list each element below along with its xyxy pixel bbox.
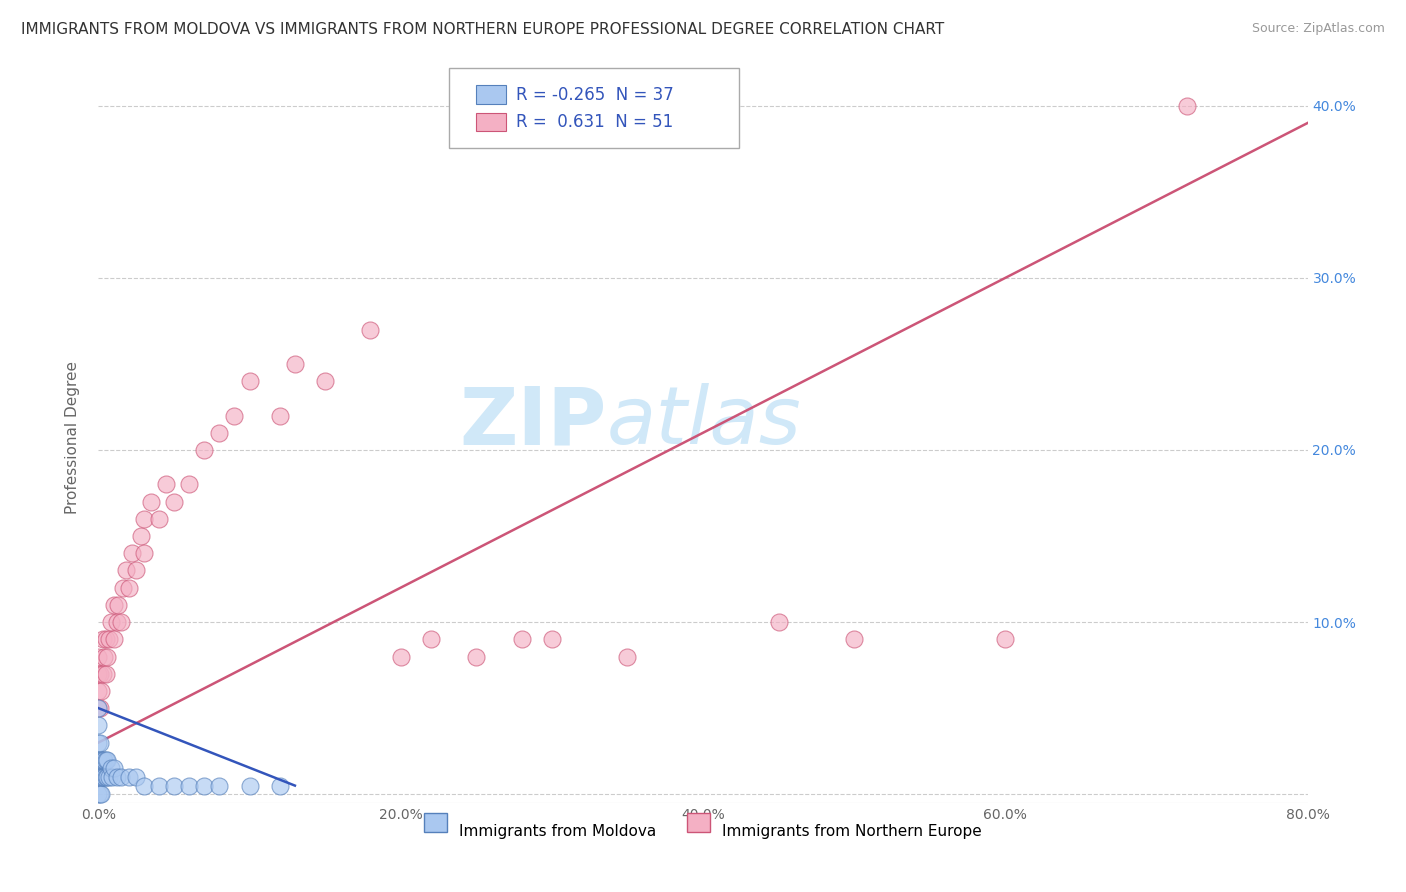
Point <box>93 770 115 784</box>
Point <box>111 581 134 595</box>
Point <box>114 564 136 578</box>
Point <box>98 770 121 784</box>
Point <box>90 770 112 784</box>
Point <box>103 761 125 775</box>
Point <box>94 770 117 784</box>
Point <box>89 753 111 767</box>
FancyBboxPatch shape <box>475 113 506 131</box>
Point <box>89 787 111 801</box>
Point <box>510 632 533 647</box>
Point <box>148 512 170 526</box>
Point <box>208 425 231 440</box>
Point <box>121 546 143 560</box>
Point <box>94 632 117 647</box>
Point <box>105 770 128 784</box>
Point <box>616 649 638 664</box>
Point <box>155 477 177 491</box>
FancyBboxPatch shape <box>475 86 506 103</box>
Point <box>87 684 110 698</box>
Point <box>105 615 128 629</box>
Point <box>87 735 110 749</box>
Point <box>125 770 148 784</box>
Point <box>87 787 110 801</box>
Point <box>100 761 122 775</box>
Point <box>87 770 110 784</box>
Point <box>96 753 118 767</box>
Point <box>224 409 246 423</box>
Point <box>269 779 291 793</box>
Point <box>90 753 112 767</box>
Text: atlas: atlas <box>606 384 801 461</box>
Point <box>110 770 132 784</box>
Point <box>91 632 114 647</box>
Point <box>193 442 215 457</box>
Point <box>179 779 201 793</box>
Point <box>269 409 291 423</box>
Legend: Immigrants from Moldova, Immigrants from Northern Europe: Immigrants from Moldova, Immigrants from… <box>418 815 988 847</box>
Point <box>1175 99 1198 113</box>
Text: ZIP: ZIP <box>458 384 606 461</box>
Point <box>141 494 163 508</box>
Point <box>89 735 111 749</box>
Point <box>87 701 110 715</box>
Point <box>360 322 382 336</box>
Point <box>110 615 132 629</box>
Point <box>94 666 117 681</box>
Point <box>107 598 129 612</box>
Point <box>96 649 118 664</box>
Point <box>118 581 141 595</box>
Point <box>87 718 110 732</box>
Point <box>91 666 114 681</box>
Point <box>540 632 562 647</box>
Point <box>239 374 262 388</box>
FancyBboxPatch shape <box>449 68 740 148</box>
Point <box>89 701 111 715</box>
Point <box>314 374 336 388</box>
Point <box>96 770 118 784</box>
Text: R =  0.631  N = 51: R = 0.631 N = 51 <box>516 113 673 131</box>
Point <box>103 632 125 647</box>
Point <box>93 753 115 767</box>
Text: Source: ZipAtlas.com: Source: ZipAtlas.com <box>1251 22 1385 36</box>
Point <box>89 666 111 681</box>
Point <box>89 770 111 784</box>
Point <box>87 701 110 715</box>
Point <box>163 494 186 508</box>
Point <box>208 779 231 793</box>
Point <box>132 546 155 560</box>
Point <box>844 632 866 647</box>
Point <box>148 779 170 793</box>
Point <box>179 477 201 491</box>
Point <box>87 753 110 767</box>
Point <box>101 770 124 784</box>
Point <box>132 779 155 793</box>
Point <box>239 779 262 793</box>
Point <box>90 787 112 801</box>
Point <box>93 649 115 664</box>
Point <box>768 615 790 629</box>
Point <box>163 779 186 793</box>
Point <box>420 632 443 647</box>
Point <box>129 529 152 543</box>
Point <box>91 753 114 767</box>
Text: R = -0.265  N = 37: R = -0.265 N = 37 <box>516 86 673 103</box>
Point <box>87 666 110 681</box>
Point <box>94 753 117 767</box>
Point <box>90 684 112 698</box>
Point <box>98 632 121 647</box>
Point <box>132 512 155 526</box>
Point <box>193 779 215 793</box>
Point <box>87 649 110 664</box>
Point <box>100 615 122 629</box>
Point <box>284 357 307 371</box>
Point <box>389 649 412 664</box>
Text: IMMIGRANTS FROM MOLDOVA VS IMMIGRANTS FROM NORTHERN EUROPE PROFESSIONAL DEGREE C: IMMIGRANTS FROM MOLDOVA VS IMMIGRANTS FR… <box>21 22 945 37</box>
Point <box>994 632 1017 647</box>
Point <box>465 649 488 664</box>
Point <box>118 770 141 784</box>
Point <box>103 598 125 612</box>
Point <box>91 770 114 784</box>
Y-axis label: Professional Degree: Professional Degree <box>65 360 80 514</box>
Point <box>125 564 148 578</box>
